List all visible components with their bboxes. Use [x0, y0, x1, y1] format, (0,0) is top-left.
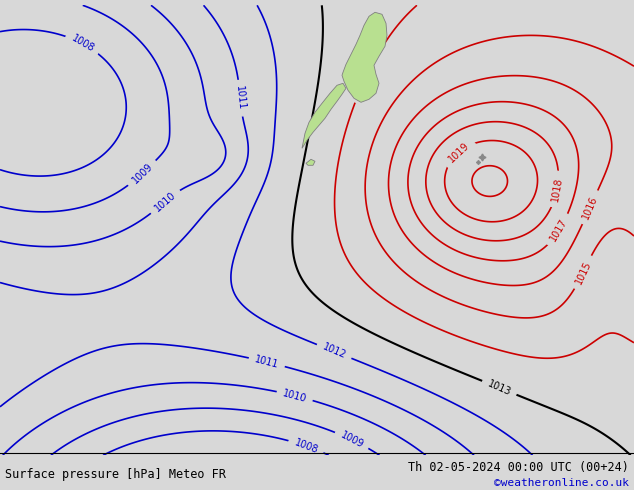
Text: 1008: 1008	[293, 437, 320, 455]
Text: 1009: 1009	[339, 430, 365, 450]
Text: 1018: 1018	[550, 176, 564, 202]
Text: 1016: 1016	[581, 194, 600, 221]
Text: 1013: 1013	[486, 378, 512, 397]
Polygon shape	[302, 83, 346, 148]
Text: 1019: 1019	[446, 140, 471, 164]
Text: 1011: 1011	[234, 85, 247, 111]
Text: 1011: 1011	[254, 354, 280, 370]
Text: 1009: 1009	[130, 161, 155, 186]
Text: Th 02-05-2024 00:00 UTC (00+24): Th 02-05-2024 00:00 UTC (00+24)	[408, 461, 629, 474]
Text: 1010: 1010	[281, 388, 308, 404]
Polygon shape	[306, 159, 315, 165]
Text: 1010: 1010	[153, 190, 178, 213]
Text: ©weatheronline.co.uk: ©weatheronline.co.uk	[494, 478, 629, 488]
Text: 1017: 1017	[548, 217, 569, 244]
Polygon shape	[342, 12, 387, 102]
Text: 1015: 1015	[573, 259, 593, 286]
Text: Surface pressure [hPa] Meteo FR: Surface pressure [hPa] Meteo FR	[5, 468, 226, 481]
Text: 1014: 1014	[353, 73, 372, 99]
Text: 1008: 1008	[70, 33, 96, 54]
Text: 1012: 1012	[321, 342, 347, 361]
